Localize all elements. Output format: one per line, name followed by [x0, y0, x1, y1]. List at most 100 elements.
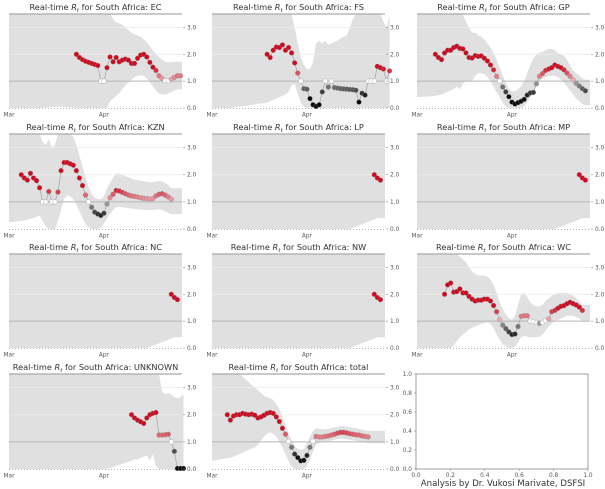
confidence-band	[417, 14, 590, 108]
y-tick-label: 3.0	[390, 146, 400, 152]
x-tick-label: Apr	[302, 113, 313, 119]
chart-panel: 0.0 1.0 2.0 3.0 Mar Apr Real-time Rt for South…	[207, 242, 400, 359]
panel-title: Real-time Rt for South Africa: GP	[437, 2, 570, 14]
y-tick-label: 3.0	[595, 265, 605, 271]
rt-point	[582, 88, 588, 94]
rt-point	[153, 67, 159, 73]
rt-point	[95, 62, 101, 69]
y-tick-label: 0.0	[187, 227, 197, 233]
panel-title: Real-time Rt for South Africa: LP	[233, 122, 364, 134]
rt-point	[177, 73, 184, 79]
panel-title: Real-time Rt for South Africa: UNKNOWN	[13, 362, 178, 374]
rt-point	[131, 60, 138, 66]
panel-title: Real-time Rt for South Africa: EC	[29, 2, 161, 14]
rt-point	[561, 67, 567, 73]
y-tick-label: 2.0	[595, 292, 605, 298]
x-tick-label: Mar	[4, 234, 16, 240]
y-tick-label: 0.6	[403, 410, 413, 416]
y-tick-label: 2.0	[390, 292, 400, 298]
chart-panel: 0.0 1.0 2.0 3.0 Mar Apr Real-time Rt for South…	[4, 2, 197, 119]
x-tick-label: Mar	[207, 353, 219, 359]
rt-point	[380, 66, 387, 72]
rt-point	[276, 418, 282, 425]
y-tick-label: 1.0	[390, 319, 400, 325]
rt-point	[168, 291, 174, 297]
rt-point	[362, 92, 368, 98]
y-tick-label: 1.0	[187, 319, 197, 325]
y-tick-label: 0.2	[403, 448, 413, 454]
chart-panel: 0.0 1.0 2.0 3.0 Mar Apr Real-time Rt for South…	[207, 122, 400, 240]
rt-point	[147, 59, 153, 65]
rt-point	[27, 170, 34, 176]
rt-point	[304, 452, 310, 459]
rt-point	[43, 199, 49, 205]
x-tick-label: Mar	[4, 353, 16, 359]
rt-point	[141, 420, 147, 426]
rt-point	[582, 177, 588, 183]
rt-point	[82, 192, 89, 198]
chart-panel: 0.0 0.2 0.4 0.6 0.8 1.0 0.0 0.2 0.4 0.6 0.8 1.0	[403, 372, 593, 479]
rt-point	[89, 204, 95, 210]
rt-point	[104, 201, 110, 207]
rt-point	[371, 291, 377, 297]
y-tick-label: 2.0	[595, 52, 605, 58]
rt-point	[270, 47, 276, 53]
y-tick-label: 2.0	[595, 173, 605, 179]
rt-point	[301, 457, 307, 463]
rt-point	[576, 172, 582, 178]
rt-point	[52, 199, 58, 205]
rt-point	[438, 57, 445, 63]
chart-panel: 0.0 1.0 2.0 3.0 Mar Apr Real-time Rt for South…	[412, 122, 605, 240]
y-tick-label: 3.0	[187, 25, 197, 31]
y-tick-label: 2.0	[187, 292, 197, 298]
x-tick-label: Mar	[412, 113, 424, 119]
footer-credit: Analysis by Dr. Vukosi Marivate, DSFSI	[421, 479, 585, 489]
confidence-band	[417, 134, 590, 229]
rt-point	[18, 172, 24, 178]
x-tick-label: Apr	[302, 474, 313, 480]
x-tick-label: Apr	[507, 353, 518, 359]
panel-title: Real-time Rt for South Africa: KZN	[26, 122, 164, 134]
x-tick-label: 0.2	[446, 473, 456, 479]
y-tick-label: 2.0	[187, 173, 197, 179]
y-tick-label: 3.0	[390, 25, 400, 31]
rt-point	[546, 316, 552, 322]
x-tick-label: Mar	[412, 234, 424, 240]
y-tick-label: 1.0	[390, 200, 400, 206]
rt-point	[285, 438, 292, 444]
rt-point	[460, 46, 466, 52]
rt-point	[322, 78, 328, 84]
y-tick-label: 0.0	[390, 467, 400, 473]
rt-point	[150, 64, 156, 70]
confidence-band	[212, 254, 385, 348]
panel-title: Real-time Rt for South Africa: NW	[231, 242, 366, 254]
confidence-band	[212, 134, 385, 229]
rt-point	[457, 286, 463, 292]
panel-title: Real-time Rt for South Africa: total	[229, 362, 369, 374]
rt-point	[70, 162, 76, 168]
x-tick-label: 0.8	[549, 473, 559, 479]
y-tick-label: 1.0	[187, 79, 197, 85]
rt-point	[377, 297, 383, 303]
rt-point	[46, 188, 52, 195]
rt-point	[307, 96, 313, 102]
rt-point	[506, 94, 512, 100]
x-tick-label: 0.4	[480, 473, 490, 479]
y-tick-label: 1.0	[595, 79, 605, 85]
y-tick-label: 0.0	[187, 467, 197, 473]
rt-point	[490, 302, 497, 309]
y-tick-label: 1.0	[390, 79, 400, 85]
rt-point	[356, 99, 362, 105]
rt-point	[539, 71, 546, 77]
x-tick-label: Apr	[507, 234, 518, 240]
rt-point	[110, 59, 116, 65]
rt-point	[463, 290, 469, 296]
rt-point	[24, 177, 30, 183]
rt-point	[497, 78, 503, 84]
rt-point	[153, 409, 159, 416]
rt-point	[500, 322, 506, 328]
rt-point	[168, 196, 174, 202]
y-tick-label: 1.0	[595, 319, 605, 325]
rt-point	[86, 199, 92, 205]
